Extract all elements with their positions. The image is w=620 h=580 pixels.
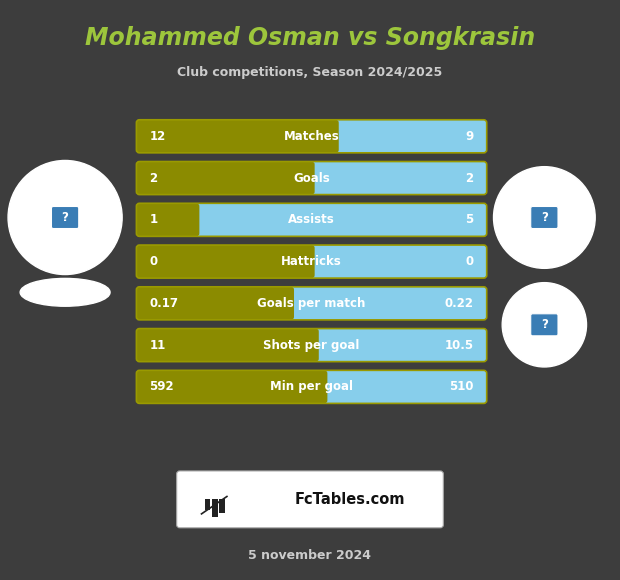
Text: 10.5: 10.5 xyxy=(445,339,474,351)
FancyBboxPatch shape xyxy=(136,161,487,195)
Text: 2: 2 xyxy=(149,172,157,184)
Text: 0.22: 0.22 xyxy=(445,297,474,310)
Text: Goals per match: Goals per match xyxy=(257,297,366,310)
FancyBboxPatch shape xyxy=(219,499,225,513)
FancyBboxPatch shape xyxy=(177,471,443,528)
Text: 0.17: 0.17 xyxy=(149,297,179,310)
Text: Hattricks: Hattricks xyxy=(281,255,342,268)
FancyBboxPatch shape xyxy=(136,119,487,153)
FancyBboxPatch shape xyxy=(136,370,327,404)
Text: 2: 2 xyxy=(466,172,474,184)
FancyBboxPatch shape xyxy=(136,203,487,237)
Text: ?: ? xyxy=(541,211,548,224)
FancyBboxPatch shape xyxy=(136,161,315,195)
FancyBboxPatch shape xyxy=(531,206,558,229)
FancyBboxPatch shape xyxy=(136,370,487,404)
FancyBboxPatch shape xyxy=(136,245,315,278)
Text: Min per goal: Min per goal xyxy=(270,380,353,393)
Text: 5: 5 xyxy=(466,213,474,226)
FancyBboxPatch shape xyxy=(136,245,487,278)
Text: 11: 11 xyxy=(149,339,166,351)
FancyBboxPatch shape xyxy=(136,287,487,320)
Text: 0: 0 xyxy=(149,255,157,268)
FancyBboxPatch shape xyxy=(51,206,79,229)
Text: Shots per goal: Shots per goal xyxy=(264,339,360,351)
Text: 0: 0 xyxy=(466,255,474,268)
FancyBboxPatch shape xyxy=(136,328,487,362)
Ellipse shape xyxy=(20,278,110,306)
Text: Club competitions, Season 2024/2025: Club competitions, Season 2024/2025 xyxy=(177,66,443,79)
Text: 9: 9 xyxy=(466,130,474,143)
Text: 5 november 2024: 5 november 2024 xyxy=(249,549,371,562)
Text: 592: 592 xyxy=(149,380,174,393)
Text: Goals: Goals xyxy=(293,172,330,184)
Ellipse shape xyxy=(494,166,595,269)
Ellipse shape xyxy=(502,282,587,367)
FancyBboxPatch shape xyxy=(136,328,319,362)
Text: Assists: Assists xyxy=(288,213,335,226)
Text: 12: 12 xyxy=(149,130,166,143)
FancyBboxPatch shape xyxy=(136,203,200,237)
FancyBboxPatch shape xyxy=(136,119,339,153)
Text: 510: 510 xyxy=(449,380,474,393)
FancyBboxPatch shape xyxy=(205,499,210,510)
Text: ?: ? xyxy=(61,211,69,224)
FancyBboxPatch shape xyxy=(212,499,218,517)
FancyBboxPatch shape xyxy=(531,314,558,336)
Text: Mohammed Osman vs Songkrasin: Mohammed Osman vs Songkrasin xyxy=(85,26,535,50)
Text: 1: 1 xyxy=(149,213,157,226)
Text: ?: ? xyxy=(541,318,548,331)
Ellipse shape xyxy=(8,161,122,274)
FancyBboxPatch shape xyxy=(136,287,294,320)
Text: FcTables.com: FcTables.com xyxy=(295,492,405,507)
Text: Matches: Matches xyxy=(284,130,339,143)
